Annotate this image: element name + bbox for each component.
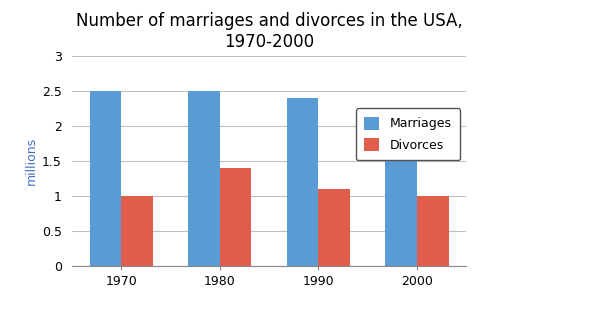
Legend: Marriages, Divorces: Marriages, Divorces: [356, 108, 460, 160]
Y-axis label: millions: millions: [25, 137, 38, 185]
Bar: [417, 196, 448, 266]
Bar: [318, 189, 350, 266]
Bar: [287, 98, 318, 266]
Bar: [386, 126, 417, 266]
Bar: [90, 91, 121, 266]
Title: Number of marriages and divorces in the USA,
1970-2000: Number of marriages and divorces in the …: [76, 12, 462, 51]
Bar: [121, 196, 152, 266]
Bar: [188, 91, 220, 266]
Bar: [220, 168, 251, 266]
